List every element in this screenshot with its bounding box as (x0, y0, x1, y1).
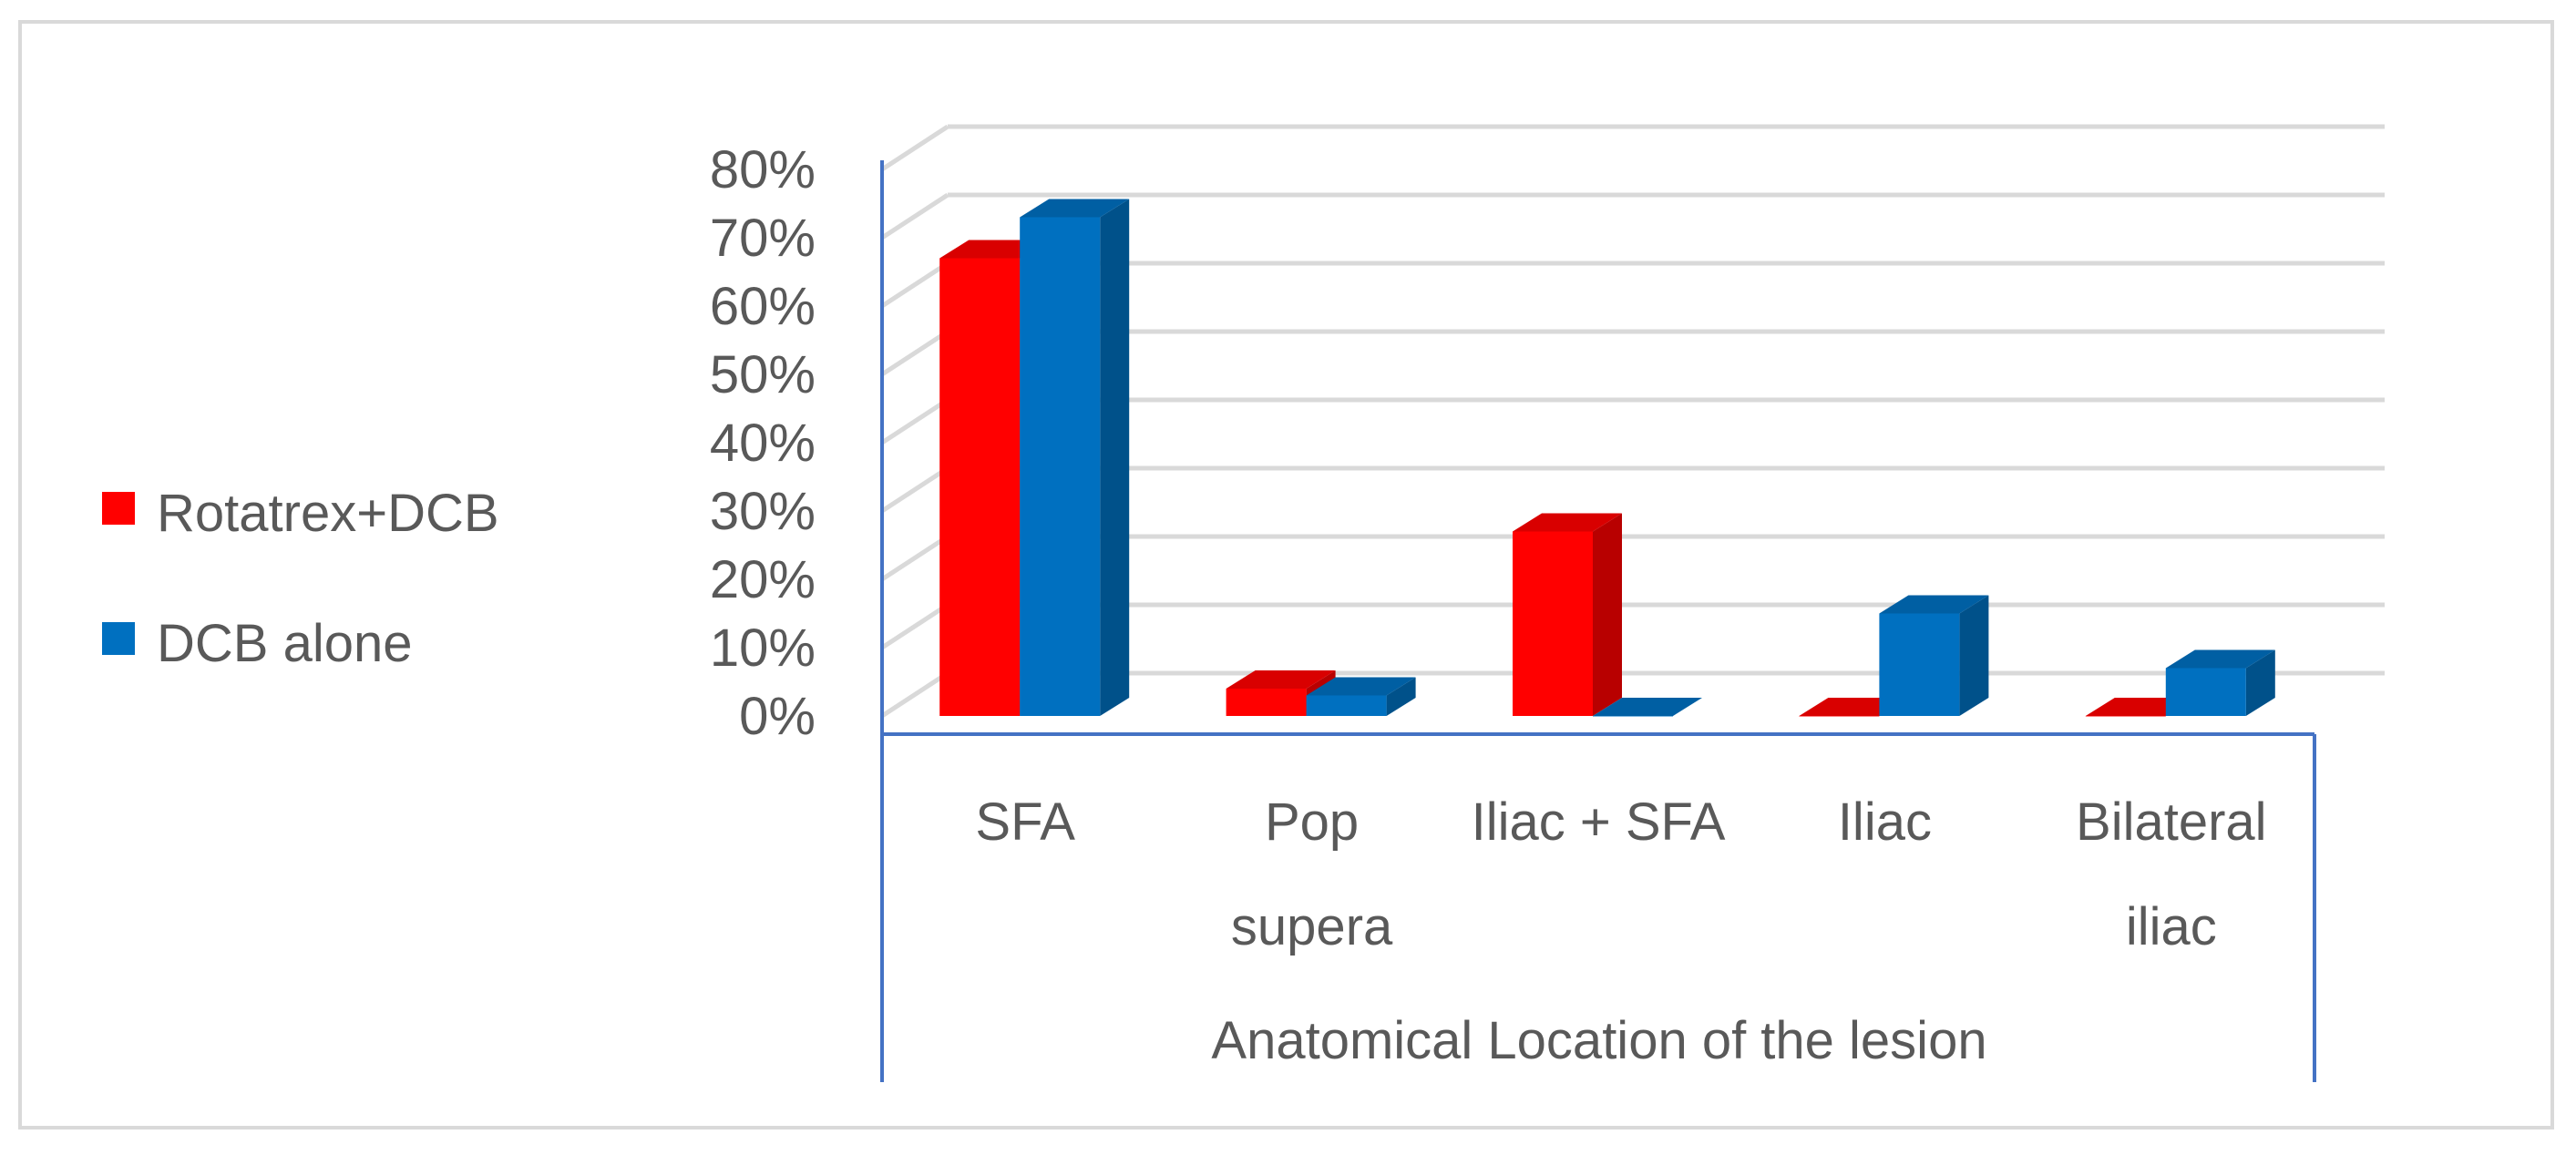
gridline-side (880, 261, 949, 309)
gridline-side (880, 465, 949, 514)
y-tick-label: 40% (710, 414, 816, 473)
bar-side (1593, 513, 1622, 716)
y-tick-label: 50% (710, 345, 816, 404)
bar-side (1959, 595, 1989, 716)
bar-dcb-alone (1306, 677, 1416, 716)
bar-dcb-alone (2165, 649, 2275, 716)
legend: Rotatrex+DCB DCB alone (102, 484, 499, 673)
gridlines (880, 124, 2385, 719)
bar-rotatrex (1513, 513, 1622, 716)
bar-front (1513, 531, 1593, 716)
x-category-label: iliac (2126, 897, 2217, 956)
gridline-side (880, 534, 949, 582)
legend-swatch-rotatrex (102, 492, 135, 525)
gridline-side (880, 124, 949, 172)
bar-front (1799, 716, 1880, 717)
x-category-label: SFA (975, 792, 1075, 852)
y-tick-label: 30% (710, 482, 816, 541)
bar-front (1020, 217, 1101, 716)
bars (939, 199, 2275, 717)
bar-top (2165, 649, 2275, 669)
x-axis-title: Anatomical Location of the lesion (1211, 1011, 1986, 1070)
legend-label-dcb-alone: DCB alone (157, 614, 412, 673)
bar-top (1020, 199, 1130, 218)
bar-front (1593, 716, 1673, 717)
bar-top (1879, 595, 1989, 614)
chart-frame (18, 20, 2554, 1129)
gridline-side (880, 602, 949, 650)
y-tick-labels: 0% 10% 20% 30% 40% 50% 60% 70% 80% (710, 140, 816, 746)
bar-front (1306, 695, 1387, 716)
axes (880, 160, 2316, 1082)
bar-front (1226, 689, 1307, 716)
bar-side (1386, 677, 1416, 716)
y-tick-label: 80% (710, 140, 816, 199)
bar-top (1593, 698, 1702, 716)
bar-side (1100, 199, 1130, 716)
y-tick-label: 70% (710, 209, 816, 268)
bar-front (1879, 613, 1960, 716)
bar-top (1226, 670, 1336, 689)
x-category-label: Iliac (1838, 792, 1932, 852)
bar-top (1306, 677, 1416, 696)
bar-dcb-alone (1593, 698, 1702, 717)
bar-dcb-alone (1879, 595, 1989, 716)
y-tick-label: 60% (710, 277, 816, 336)
legend-label-rotatrex: Rotatrex+DCB (157, 484, 499, 543)
bar-front (939, 258, 1021, 716)
gridline-side (880, 397, 949, 445)
x-category-labels: SFA Pop supera Iliac + SFA Iliac Bilateral ili… (975, 792, 2266, 956)
y-tick-label: 0% (739, 687, 816, 746)
x-category-label: Bilateral (2076, 792, 2267, 852)
bar-front (2165, 668, 2246, 716)
gridline-side (880, 329, 949, 377)
y-tick-label: 20% (710, 550, 816, 609)
gridline-side (880, 192, 949, 240)
y-tick-label: 10% (710, 618, 816, 678)
bar-front (2085, 716, 2166, 717)
x-category-label: supera (1231, 897, 1393, 956)
bar-side (2245, 649, 2275, 716)
bar-top (1513, 513, 1622, 532)
legend-swatch-dcb-alone (102, 622, 135, 655)
x-category-label: Pop (1265, 792, 1359, 852)
x-category-label: Iliac + SFA (1472, 792, 1726, 852)
gridline-side (880, 670, 949, 719)
bar-dcb-alone (1020, 199, 1130, 716)
